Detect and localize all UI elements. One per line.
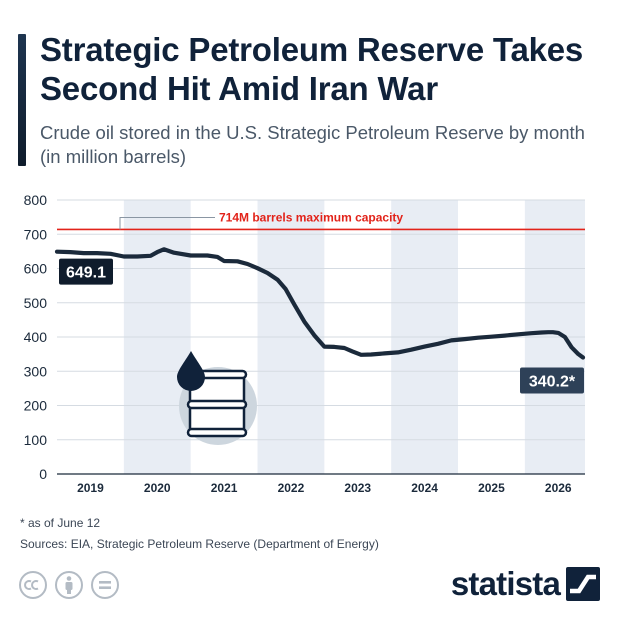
license-icons: [18, 570, 120, 600]
x-tick-label: 2021: [211, 481, 238, 495]
attribution-icon[interactable]: [54, 570, 84, 600]
title-accent-bar: [18, 34, 26, 166]
oil-barrel-icon: [177, 351, 257, 445]
x-tick-label: 2023: [344, 481, 371, 495]
series-lines: [54, 247, 586, 360]
statista-brand[interactable]: statista: [451, 566, 600, 602]
end-label-box: [520, 367, 584, 394]
y-tick-label: 200: [24, 398, 48, 414]
end-label: 340.2*: [529, 373, 576, 390]
x-tick-label: 2020: [144, 481, 171, 495]
capacity-reference: 714M barrels maximum capacity: [57, 210, 585, 231]
brand-wordmark: statista: [450, 565, 561, 602]
start-label-box: [59, 258, 113, 285]
capacity-label: 714M barrels maximum capacity: [219, 210, 403, 224]
x-axis-ticks: 2019 2020 2021 2022 2023 2024 2025 2026: [77, 481, 572, 495]
creative-commons-icon[interactable]: [18, 570, 48, 600]
x-tick-label: 2022: [278, 481, 305, 495]
x-tick-label: 2025: [478, 481, 505, 495]
endpoint-labels: 649.1 340.2*: [59, 258, 584, 394]
gridlines: [57, 199, 585, 475]
y-tick-label: 700: [24, 226, 48, 242]
no-derivatives-icon[interactable]: [90, 570, 120, 600]
x-tick-label: 2019: [77, 481, 104, 495]
y-tick-label: 800: [24, 192, 48, 208]
y-tick-label: 600: [24, 261, 48, 277]
y-axis-ticks: 0 100 200 300 400 500 600 700 800: [24, 192, 48, 482]
y-tick-label: 100: [24, 432, 48, 448]
statista-logo-icon: [566, 567, 600, 601]
y-tick-label: 0: [39, 466, 47, 482]
y-tick-label: 400: [24, 329, 48, 345]
capacity-leader: [119, 216, 215, 230]
series-line: [54, 247, 586, 360]
y-tick-label: 500: [24, 295, 48, 311]
x-tick-label: 2024: [411, 481, 438, 495]
sources-note: Sources: EIA, Strategic Petroleum Reserv…: [20, 537, 379, 551]
start-label: 649.1: [66, 265, 106, 282]
chart-subtitle: Crude oil stored in the U.S. Strategic P…: [40, 122, 585, 167]
y-tick-label: 300: [24, 363, 48, 379]
chart-title: Strategic Petroleum Reserve Takes Second…: [40, 31, 584, 107]
footnote: * as of June 12: [20, 516, 101, 530]
x-tick-label: 2026: [545, 481, 572, 495]
